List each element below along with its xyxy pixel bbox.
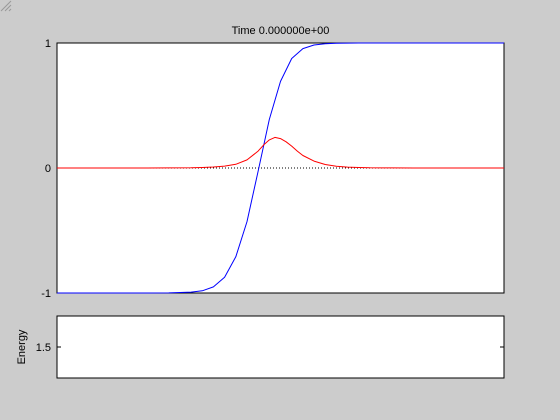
main-y-tick-label: -1 — [41, 288, 51, 300]
energy-y-axis-label: Energy — [16, 329, 28, 364]
series-line-1 — [57, 42, 504, 294]
energy-y-tick-label: 1.5 — [36, 342, 51, 354]
energy-y-ticks: 1.5 — [36, 342, 504, 354]
main-y-tick-label: 1 — [45, 38, 51, 50]
main-axes: -1 0 1 Time 0.000000e+00 — [41, 25, 505, 300]
energy-plot-area — [56, 315, 505, 379]
main-series-group — [57, 42, 504, 294]
energy-axes: 1.5 Energy — [16, 315, 505, 379]
resize-grip-icon[interactable] — [0, 0, 12, 12]
main-chart-title: Time 0.000000e+00 — [232, 25, 330, 37]
main-y-tick-label: 0 — [45, 163, 51, 175]
series-line-2 — [57, 136, 504, 169]
